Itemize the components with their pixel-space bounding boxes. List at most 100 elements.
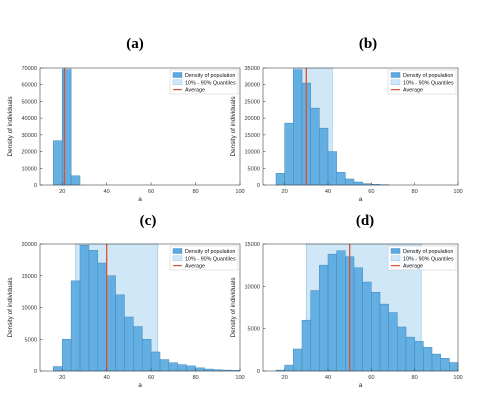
y-tick-label: 40000	[21, 116, 37, 122]
y-axis-label: Density of individuals	[7, 96, 14, 156]
histogram-bar	[336, 250, 346, 372]
histogram-bar	[345, 178, 355, 186]
y-tick-label: 0	[34, 369, 37, 375]
histogram-bar	[353, 267, 363, 372]
histogram-bar	[284, 364, 294, 372]
histogram-bar	[275, 173, 285, 186]
histogram-bar	[124, 316, 134, 372]
histogram-bar	[440, 358, 450, 372]
x-tick-label: 20	[59, 375, 65, 381]
histogram-bar	[195, 367, 205, 372]
legend-label: 10% - 90% Quantiles	[185, 256, 236, 262]
axes-frame	[39, 67, 241, 186]
legend-swatch-population	[172, 72, 183, 78]
axes-frame	[262, 67, 459, 186]
y-tick-label: 0	[34, 183, 37, 189]
x-axis-label: a	[359, 382, 363, 389]
legend-label: Average	[403, 264, 423, 270]
x-tick-label: 40	[104, 375, 110, 381]
x-tick-label: 60	[148, 189, 154, 195]
y-tick-label: 5000	[248, 166, 260, 172]
histogram-bar	[70, 280, 81, 372]
histogram-bar	[70, 175, 81, 186]
y-tick-label: 60000	[21, 83, 37, 89]
y-tick-label: 10000	[244, 284, 260, 290]
legend-swatch-quantiles	[172, 79, 183, 86]
y-tick-label: 0	[257, 369, 260, 375]
histogram-bar	[379, 303, 389, 372]
panel-label: (b)	[359, 36, 377, 52]
histogram-bar	[168, 362, 179, 372]
histogram-bar	[106, 275, 116, 372]
chart-panel: (d) 20 40 60 80 100 0 5000 10000 15000 a Density of…	[230, 213, 463, 389]
histogram-bar	[310, 290, 320, 372]
legend-swatch-population	[390, 248, 401, 254]
y-tick-label: 10000	[21, 306, 37, 312]
histogram-bar	[133, 326, 143, 372]
chart-panel: (c) 20 40 60 80 100 0 5000 10000 15000 20000 a Densi…	[7, 213, 245, 389]
histogram-bar	[97, 262, 107, 372]
panel-label: (a)	[126, 36, 144, 52]
x-tick-label: 100	[235, 189, 244, 195]
legend-swatch-quantiles	[390, 255, 401, 262]
histogram-bar	[61, 339, 72, 372]
y-tick-label: 15000	[21, 274, 37, 280]
histogram-bar	[405, 336, 415, 372]
histogram-bar	[159, 359, 170, 372]
x-tick-label: 60	[368, 189, 374, 195]
histogram-bar	[141, 339, 152, 372]
histogram-bar	[397, 326, 407, 372]
histogram-bar	[310, 107, 320, 186]
histogram-bar	[371, 292, 381, 372]
y-tick-label: 30000	[21, 133, 37, 139]
y-tick-label: 50000	[21, 99, 37, 105]
histogram-bar	[186, 365, 196, 372]
y-tick-label: 20000	[21, 150, 37, 156]
histogram-bar	[79, 245, 90, 372]
x-tick-label: 20	[282, 189, 288, 195]
y-tick-label: 10000	[21, 166, 37, 172]
histogram-bar	[88, 250, 99, 372]
x-axis-label: a	[359, 196, 363, 203]
histogram-bar	[423, 347, 433, 372]
legend-label: Density of population	[403, 73, 453, 79]
y-axis-label: Density of individuals	[230, 96, 237, 156]
histogram-bar	[388, 312, 398, 372]
x-tick-label: 20	[59, 189, 65, 195]
legend-label: Average	[403, 88, 423, 94]
histogram-bar	[431, 353, 441, 372]
y-tick-label: 15000	[244, 242, 260, 248]
histogram-bar	[177, 364, 187, 372]
histogram-bar	[319, 127, 329, 186]
legend-label: 10% - 90% Quantiles	[403, 80, 454, 86]
x-axis-label: a	[138, 382, 142, 389]
legend-label: 10% - 90% Quantiles	[403, 256, 454, 262]
x-tick-label: 80	[412, 189, 418, 195]
histogram-bar	[284, 122, 294, 186]
y-tick-label: 30000	[244, 83, 260, 89]
histogram-bar	[150, 351, 161, 372]
y-tick-label: 35000	[244, 66, 260, 72]
chart-panel: (a) 20 40 60 80 100 0 10000 20000 30000 40000 50000…	[7, 36, 245, 203]
x-tick-label: 80	[412, 375, 418, 381]
x-axis-label: a	[138, 196, 142, 203]
x-tick-label: 20	[282, 375, 288, 381]
chart-panel: (b) 20 40 60 80 100 0 5000 10000 15000 20000 25000 3…	[230, 36, 463, 203]
x-tick-label: 100	[235, 375, 244, 381]
x-tick-label: 80	[192, 375, 198, 381]
histogram-bar	[319, 264, 329, 372]
histogram-bar	[362, 281, 372, 372]
histogram-bar	[53, 366, 63, 372]
legend-swatch-population	[172, 248, 183, 254]
y-tick-label: 70000	[21, 66, 37, 72]
y-tick-label: 20000	[244, 116, 260, 122]
x-tick-label: 40	[325, 189, 331, 195]
legend-label: Density of population	[403, 249, 453, 255]
x-tick-label: 40	[104, 189, 110, 195]
histogram-bar	[327, 151, 337, 186]
histogram-bar	[115, 294, 125, 372]
panel-label: (d)	[356, 213, 374, 229]
